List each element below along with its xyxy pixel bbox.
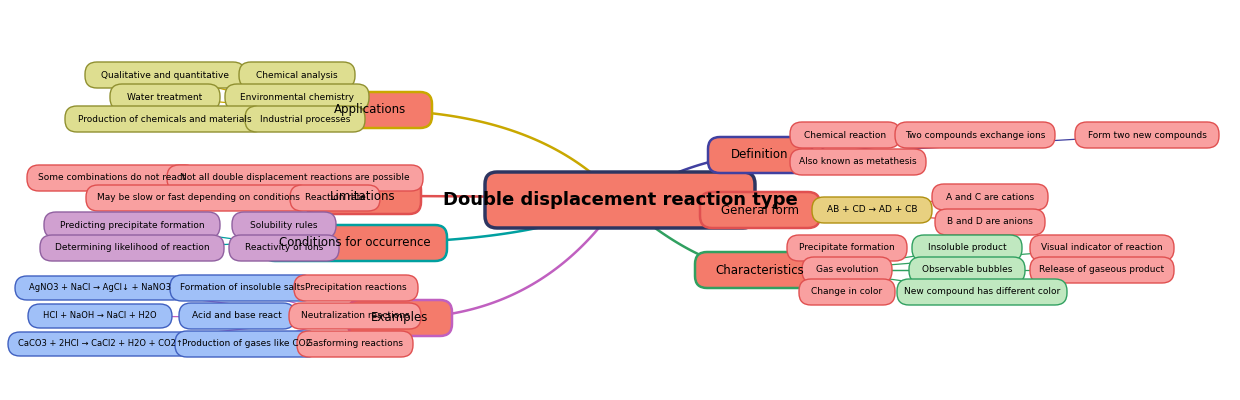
Text: HCl + NaOH → NaCl + H2O: HCl + NaOH → NaCl + H2O [43, 312, 156, 320]
Text: Chemical reaction: Chemical reaction [804, 130, 887, 140]
FancyBboxPatch shape [64, 106, 265, 132]
FancyBboxPatch shape [932, 184, 1048, 210]
FancyBboxPatch shape [229, 235, 339, 261]
Text: Environmental chemistry: Environmental chemistry [241, 92, 353, 102]
FancyBboxPatch shape [308, 92, 432, 128]
Text: Some combinations do not react: Some combinations do not react [38, 174, 186, 182]
FancyBboxPatch shape [175, 331, 319, 357]
Text: AgNO3 + NaCl → AgCl↓ + NaNO3: AgNO3 + NaCl → AgCl↓ + NaNO3 [29, 284, 171, 292]
Text: Not all double displacement reactions are possible: Not all double displacement reactions ar… [180, 174, 409, 182]
Text: Release of gaseous product: Release of gaseous product [1039, 266, 1164, 274]
Text: Observable bubbles: Observable bubbles [921, 266, 1012, 274]
Text: Precipitate formation: Precipitate formation [799, 244, 895, 252]
FancyBboxPatch shape [290, 185, 379, 211]
Text: Production of chemicals and materials: Production of chemicals and materials [78, 114, 252, 124]
Text: Visual indicator of reaction: Visual indicator of reaction [1042, 244, 1163, 252]
FancyBboxPatch shape [799, 279, 895, 305]
Text: Double displacement reaction type: Double displacement reaction type [443, 191, 797, 209]
Text: Also known as metathesis: Also known as metathesis [800, 158, 916, 166]
FancyBboxPatch shape [812, 197, 932, 223]
Text: Characteristics: Characteristics [715, 264, 805, 276]
Text: Formation of insoluble salts: Formation of insoluble salts [180, 284, 305, 292]
FancyBboxPatch shape [29, 304, 172, 328]
Text: Applications: Applications [334, 104, 407, 116]
FancyBboxPatch shape [790, 149, 926, 175]
Text: Precipitation reactions: Precipitation reactions [305, 284, 407, 292]
FancyBboxPatch shape [167, 165, 423, 191]
Text: AB + CD → AD + CB: AB + CD → AD + CB [827, 206, 918, 214]
Text: Production of gases like CO2: Production of gases like CO2 [182, 340, 311, 348]
Text: Solubility rules: Solubility rules [250, 220, 317, 230]
Text: May be slow or fast depending on conditions: May be slow or fast depending on conditi… [97, 194, 299, 202]
FancyBboxPatch shape [239, 62, 355, 88]
FancyBboxPatch shape [232, 212, 336, 238]
FancyBboxPatch shape [86, 62, 246, 88]
FancyBboxPatch shape [15, 276, 185, 300]
Text: Two compounds exchange ions: Two compounds exchange ions [905, 130, 1045, 140]
FancyBboxPatch shape [289, 303, 422, 329]
FancyBboxPatch shape [348, 300, 453, 336]
FancyBboxPatch shape [179, 303, 295, 329]
FancyBboxPatch shape [298, 331, 413, 357]
FancyBboxPatch shape [909, 257, 1025, 283]
FancyBboxPatch shape [802, 257, 892, 283]
FancyBboxPatch shape [224, 84, 370, 110]
FancyBboxPatch shape [897, 279, 1066, 305]
FancyBboxPatch shape [701, 192, 820, 228]
FancyBboxPatch shape [170, 275, 314, 301]
FancyBboxPatch shape [485, 172, 755, 228]
Text: Neutralization reactions: Neutralization reactions [300, 312, 409, 320]
Text: Conditions for occurrence: Conditions for occurrence [279, 236, 430, 250]
Text: A and C are cations: A and C are cations [946, 192, 1034, 202]
FancyBboxPatch shape [40, 235, 224, 261]
Text: Change in color: Change in color [811, 288, 883, 296]
FancyBboxPatch shape [263, 225, 446, 261]
Text: Qualitative and quantitative: Qualitative and quantitative [100, 70, 229, 80]
Text: Definition: Definition [732, 148, 789, 162]
Text: Water treatment: Water treatment [128, 92, 202, 102]
Text: Acid and base react: Acid and base react [192, 312, 281, 320]
FancyBboxPatch shape [110, 84, 219, 110]
FancyBboxPatch shape [43, 212, 219, 238]
FancyBboxPatch shape [86, 185, 310, 211]
FancyBboxPatch shape [7, 332, 192, 356]
FancyBboxPatch shape [911, 235, 1022, 261]
FancyBboxPatch shape [694, 252, 825, 288]
Text: General form: General form [720, 204, 799, 216]
Text: Predicting precipitate formation: Predicting precipitate formation [60, 220, 205, 230]
Text: B and D are anions: B and D are anions [947, 218, 1033, 226]
FancyBboxPatch shape [1030, 235, 1174, 261]
FancyBboxPatch shape [790, 122, 900, 148]
Text: CaCO3 + 2HCl → CaCl2 + H2O + CO2↑: CaCO3 + 2HCl → CaCl2 + H2O + CO2↑ [17, 340, 182, 348]
FancyBboxPatch shape [1075, 122, 1219, 148]
Text: Insoluble product: Insoluble product [928, 244, 1007, 252]
FancyBboxPatch shape [294, 275, 418, 301]
FancyBboxPatch shape [895, 122, 1055, 148]
Text: Gas evolution: Gas evolution [816, 266, 878, 274]
FancyBboxPatch shape [708, 137, 812, 173]
Text: Gasforming reactions: Gasforming reactions [306, 340, 403, 348]
FancyBboxPatch shape [787, 235, 906, 261]
Text: Limitations: Limitations [330, 190, 396, 202]
FancyBboxPatch shape [305, 178, 422, 214]
Text: Chemical analysis: Chemical analysis [257, 70, 337, 80]
FancyBboxPatch shape [1030, 257, 1174, 283]
FancyBboxPatch shape [27, 165, 197, 191]
Text: Reactivity of ions: Reactivity of ions [244, 244, 324, 252]
Text: Examples: Examples [371, 312, 429, 324]
Text: Form two new compounds: Form two new compounds [1087, 130, 1207, 140]
Text: Determining likelihood of reaction: Determining likelihood of reaction [55, 244, 210, 252]
FancyBboxPatch shape [246, 106, 365, 132]
FancyBboxPatch shape [935, 209, 1045, 235]
Text: Reaction rate: Reaction rate [305, 194, 366, 202]
Text: New compound has different color: New compound has different color [904, 288, 1060, 296]
Text: Industrial processes: Industrial processes [260, 114, 350, 124]
